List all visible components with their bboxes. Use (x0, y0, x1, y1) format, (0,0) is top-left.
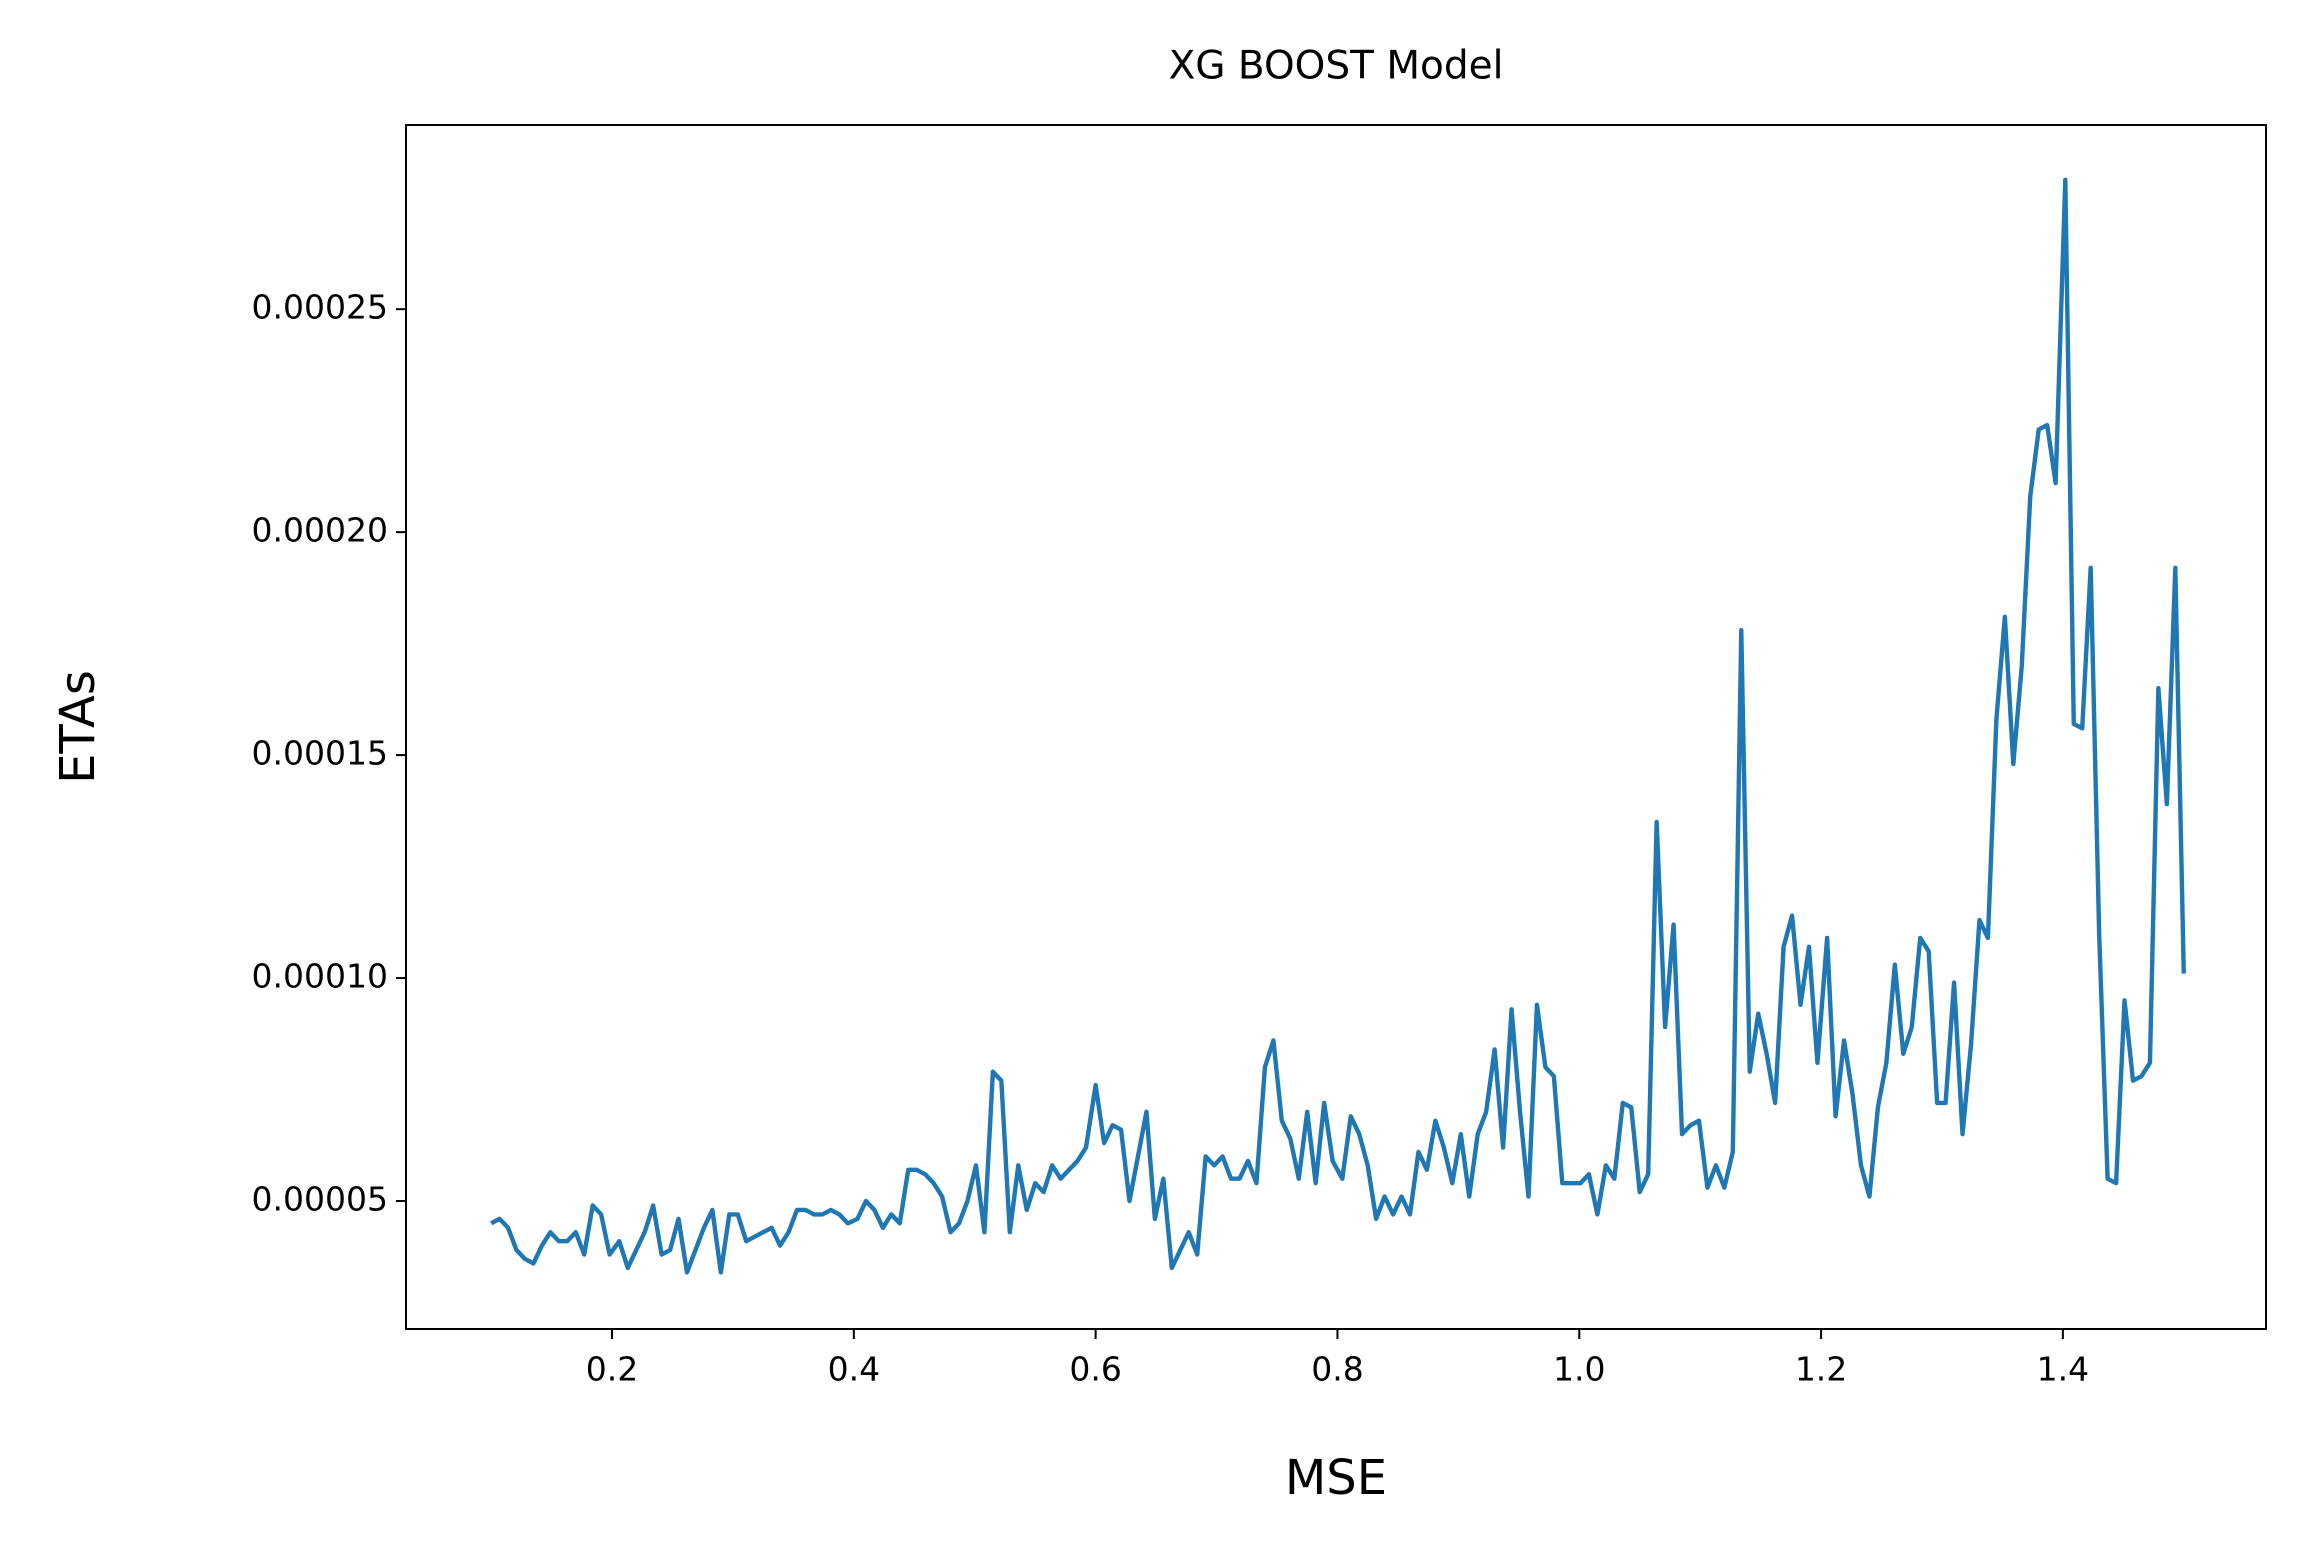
y-tick-label: 0.00020 (252, 511, 388, 550)
x-tick-label: 0.4 (828, 1350, 880, 1389)
x-tick-label: 1.4 (2037, 1350, 2089, 1389)
x-tick-label: 1.2 (1795, 1350, 1847, 1389)
x-tick-label: 0.8 (1311, 1350, 1363, 1389)
y-tick-label: 0.00025 (252, 288, 388, 327)
y-tick-label: 0.00010 (252, 957, 388, 996)
chart-title: XG BOOST Model (1169, 44, 1504, 89)
x-tick-label: 1.0 (1553, 1350, 1605, 1389)
x-tick-label: 0.2 (586, 1350, 638, 1389)
axes-frame (405, 124, 2267, 1330)
y-tick-label: 0.00005 (252, 1180, 388, 1219)
data-line (490, 177, 2186, 1275)
x-axis-label: MSE (1285, 1450, 1387, 1506)
y-tick-label: 0.00015 (252, 734, 388, 773)
y-axis-label: ETAs (50, 670, 106, 784)
x-tick-label: 0.6 (1069, 1350, 1121, 1389)
